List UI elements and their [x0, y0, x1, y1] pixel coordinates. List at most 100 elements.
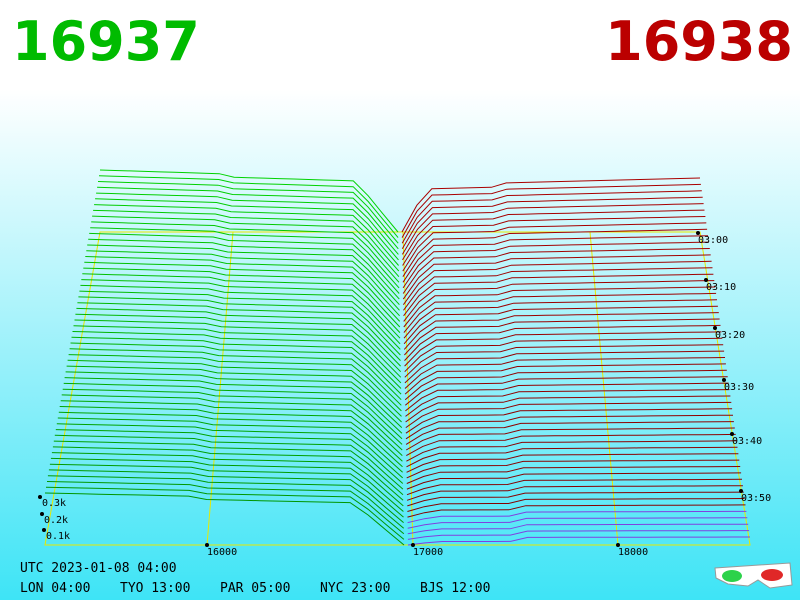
ask-depth-line — [403, 312, 719, 350]
ask-depth-line — [404, 324, 721, 361]
ask-depth-line — [406, 433, 736, 457]
time-label: 03:30 — [724, 382, 754, 393]
bid-depth-line — [54, 434, 404, 490]
bid-depth-line — [58, 411, 403, 468]
bid-depth-line — [95, 198, 399, 261]
time-tick — [722, 378, 726, 382]
bid-price: 16937 — [12, 10, 200, 73]
time-label: 03:10 — [706, 282, 736, 293]
ask-depth-line — [404, 357, 726, 389]
ask-depth-line — [403, 286, 716, 328]
depth-lines — [44, 169, 750, 546]
ask-depth-line — [402, 209, 705, 261]
ask-depth-line — [402, 228, 708, 277]
clock: TYO 13:00 — [120, 581, 190, 596]
bid-depth-line — [65, 371, 403, 428]
clock: LON 04:00 — [20, 581, 90, 596]
time-tick — [704, 278, 708, 282]
bid-depth-line — [77, 302, 401, 361]
bid-depth-line — [57, 417, 403, 473]
bid-depth-line — [68, 354, 402, 412]
bid-depth-line — [98, 175, 399, 238]
ask-depth-line — [407, 510, 747, 524]
bid-depth-line — [51, 452, 404, 507]
bid-depth-line — [84, 261, 401, 322]
bid-depth-line — [96, 192, 399, 255]
floor-outline — [44, 231, 751, 546]
ask-depth-line — [405, 427, 735, 451]
time-tick — [739, 489, 743, 493]
bid-depth-line — [79, 290, 401, 350]
clocks: LON 04:00 TYO 13:00 PAR 05:00 NYC 23:00 BJS … — [20, 581, 490, 596]
price-label: 18000 — [618, 547, 648, 558]
price-tick — [411, 543, 415, 547]
ask-depth-line — [407, 517, 748, 529]
ask-depth-line — [404, 337, 723, 373]
bid-depth-line — [91, 221, 400, 283]
ask-depth-line — [407, 491, 744, 507]
ask-depth-line — [407, 536, 750, 546]
ask-depth-line — [405, 421, 734, 445]
bid-depth-line — [97, 186, 399, 250]
ask-depth-line — [405, 389, 730, 417]
bid-depth-line — [70, 342, 402, 401]
ask-depth-line — [406, 485, 743, 501]
ask-depth-line — [406, 446, 738, 468]
ask-depth-line — [404, 369, 727, 401]
bid-depth-line — [83, 267, 401, 328]
utc-time: UTC 2023-01-08 04:00 — [20, 561, 177, 576]
ask-depth-line — [402, 222, 707, 272]
volume-label: 0.2k — [44, 515, 68, 526]
bid-depth-line — [47, 475, 405, 529]
bid-depth-line — [82, 273, 401, 333]
bid-depth-line — [94, 204, 399, 266]
ask-depth-line — [405, 401, 732, 429]
ask-depth-line — [404, 331, 722, 367]
ask-depth-line — [402, 241, 709, 289]
bid-depth-line — [66, 365, 402, 423]
time-tick — [730, 432, 734, 436]
volume-tick — [42, 528, 46, 532]
volume-label: 0.1k — [46, 531, 70, 542]
bid-depth-line — [85, 256, 400, 317]
clock: PAR 05:00 — [220, 581, 290, 596]
bid-depth-line — [55, 429, 404, 484]
bid-depth-line — [45, 486, 405, 540]
ask-depth-line — [402, 260, 712, 305]
bid-depth-line — [56, 423, 404, 479]
bid-depth-line — [72, 331, 402, 389]
bid-depth-line — [49, 463, 404, 518]
bid-depth-line — [81, 279, 401, 339]
time-tick — [696, 231, 700, 235]
bid-depth-line — [50, 457, 404, 512]
bid-depth-line — [52, 446, 404, 501]
bid-depth-line — [44, 492, 405, 546]
ask-depth-line — [403, 280, 715, 322]
bid-depth-line — [75, 313, 402, 373]
bid-depth-line — [73, 325, 402, 384]
volume-tick — [40, 512, 44, 516]
ask-depth-line — [407, 504, 746, 518]
bid-depth-line — [76, 307, 401, 367]
volume-label: 0.3k — [42, 498, 66, 509]
ask-depth-line — [404, 318, 720, 356]
ask-depth-line — [405, 414, 734, 440]
bid-depth-line — [61, 394, 403, 451]
time-label: 03:50 — [741, 493, 771, 504]
bid-depth-line — [71, 336, 402, 395]
bid-depth-line — [59, 406, 403, 462]
ask-depth-line — [405, 382, 729, 412]
ask-depth-line — [406, 478, 743, 496]
bid-depth-line — [89, 232, 400, 294]
bid-depth-line — [99, 169, 399, 233]
bid-depth-line — [78, 296, 401, 356]
ask-depth-line — [401, 177, 701, 233]
ask-price: 16938 — [605, 10, 793, 73]
ask-depth-line — [403, 267, 713, 311]
ask-depth-line — [404, 376, 728, 406]
ask-depth-line — [406, 459, 740, 479]
ask-depth-line — [405, 395, 731, 423]
bid-depth-line — [88, 238, 400, 300]
